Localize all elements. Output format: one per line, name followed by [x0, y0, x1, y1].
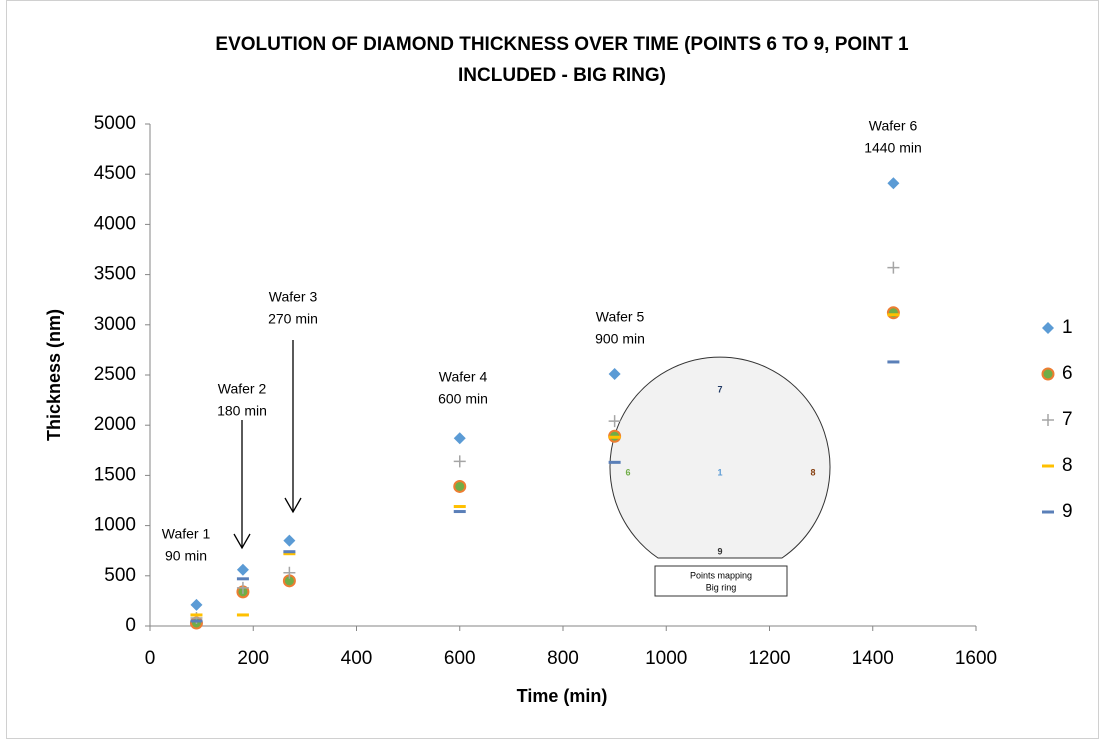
annotation: 90 min — [165, 548, 207, 564]
x-tick-label: 400 — [341, 648, 373, 669]
point — [453, 479, 467, 493]
inset-caption-box — [654, 565, 788, 597]
y-tick-label: 3500 — [94, 264, 136, 285]
point — [283, 534, 296, 547]
annotation: 1440 min — [864, 140, 922, 156]
y-tick-label: 1000 — [94, 515, 136, 536]
point — [236, 581, 249, 594]
point — [453, 505, 466, 509]
inset-caption: Big ring — [706, 582, 737, 592]
point — [608, 460, 621, 464]
inset-point-label: 6 — [625, 467, 630, 477]
annotation: 270 min — [268, 311, 318, 327]
annotation: 600 min — [438, 391, 488, 407]
point — [887, 177, 900, 190]
point — [887, 261, 900, 274]
legend-marker — [1042, 322, 1054, 334]
point — [453, 510, 466, 514]
legend-marker — [1042, 510, 1054, 514]
annotation: Wafer 2 — [218, 381, 267, 397]
point — [887, 360, 900, 364]
y-tick-label: 1500 — [94, 464, 136, 485]
point — [887, 313, 900, 317]
annotation: Wafer 3 — [269, 289, 318, 305]
point — [453, 432, 466, 445]
annotation: 900 min — [595, 331, 645, 347]
x-tick-label: 0 — [145, 648, 156, 669]
annotation: Wafer 4 — [439, 369, 488, 385]
annotation: Wafer 6 — [869, 118, 918, 134]
point — [236, 577, 249, 581]
point — [190, 613, 203, 617]
chart-border — [6, 0, 1099, 739]
annotation: Wafer 1 — [162, 526, 211, 542]
inset-point-label: 8 — [810, 467, 815, 477]
point — [236, 613, 249, 617]
point — [283, 552, 296, 556]
y-tick-label: 500 — [104, 565, 136, 586]
x-tick-label: 200 — [237, 648, 269, 669]
x-axis-label: Time (min) — [517, 686, 608, 706]
legend-label: 6 — [1062, 363, 1073, 384]
x-tick-label: 600 — [444, 648, 476, 669]
y-tick-label: 2000 — [94, 414, 136, 435]
inset-point-label: 7 — [717, 384, 722, 394]
point — [608, 435, 621, 439]
annotation: Wafer 5 — [596, 309, 645, 325]
y-tick-label: 4500 — [94, 163, 136, 184]
legend-label: 9 — [1062, 501, 1073, 522]
legend-marker — [1042, 414, 1054, 426]
arrow-head — [284, 497, 302, 514]
y-axis-label: Thickness (nm) — [44, 309, 64, 441]
y-tick-label: 4000 — [94, 213, 136, 234]
point — [886, 306, 900, 320]
chart-title: INCLUDED - BIG RING) — [458, 65, 666, 86]
point — [283, 550, 296, 554]
x-tick-label: 1600 — [955, 648, 997, 669]
x-tick-label: 1400 — [852, 648, 894, 669]
inset-wafer — [609, 356, 831, 559]
point — [236, 563, 249, 576]
chart-title: EVOLUTION OF DIAMOND THICKNESS OVER TIME… — [215, 34, 909, 55]
legend-label: 1 — [1062, 317, 1073, 338]
y-tick-label: 0 — [125, 615, 136, 636]
inset-caption: Points mapping — [690, 570, 752, 580]
point — [608, 367, 621, 380]
x-tick-label: 800 — [547, 648, 579, 669]
point — [190, 598, 203, 611]
legend-label: 7 — [1062, 409, 1073, 430]
point — [453, 455, 466, 468]
point — [283, 566, 296, 579]
inset-point-label: 9 — [717, 546, 722, 556]
legend-marker — [1042, 464, 1054, 468]
arrow-head — [233, 533, 251, 550]
y-tick-label: 3000 — [94, 314, 136, 335]
x-tick-label: 1200 — [748, 648, 790, 669]
annotation: 180 min — [217, 403, 267, 419]
inset-point-label: 1 — [717, 467, 722, 477]
x-tick-label: 1000 — [645, 648, 687, 669]
y-tick-label: 2500 — [94, 364, 136, 385]
point — [608, 415, 621, 428]
legend-marker — [1041, 367, 1055, 381]
legend-label: 8 — [1062, 455, 1073, 476]
y-tick-label: 5000 — [94, 113, 136, 134]
point — [190, 619, 203, 623]
